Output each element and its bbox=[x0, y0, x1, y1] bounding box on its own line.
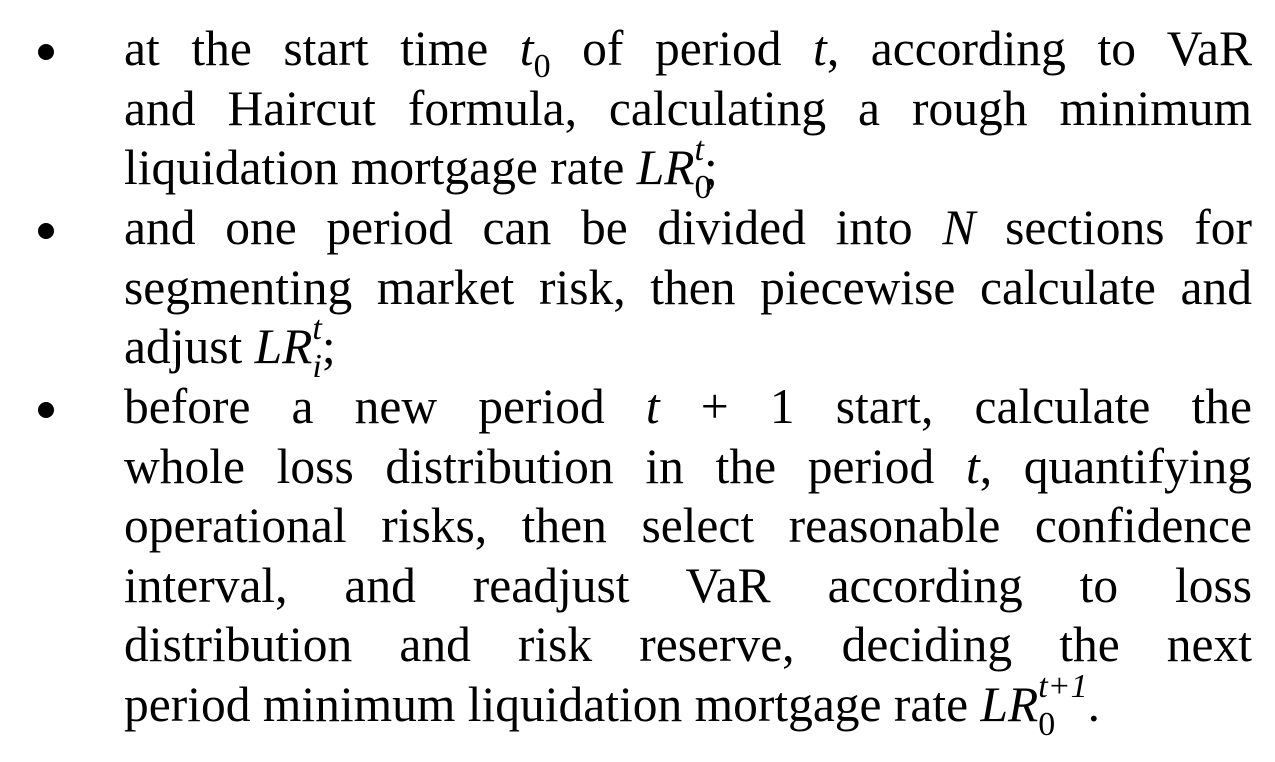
math-expression: LR t+1 0 bbox=[980, 669, 1087, 741]
text-line: period minimum liquidation mortgage rate… bbox=[124, 669, 1252, 741]
text-run: before a new period bbox=[124, 379, 646, 434]
text-line: liquidation mortgage rate LR t 0; bbox=[124, 133, 1252, 205]
math-symbol: t bbox=[645, 379, 660, 434]
text-run: , quantifying bbox=[979, 438, 1252, 494]
text-run: period minimum liquidation mortgage rate bbox=[124, 676, 981, 732]
text-line: and Haircut formula, calculating a rough… bbox=[124, 79, 1252, 139]
text-run: and Haircut formula, calculating a rough… bbox=[124, 80, 1252, 136]
text-run: , according to VaR bbox=[826, 21, 1252, 76]
math-symbol: t bbox=[519, 21, 534, 76]
math-superscript: t bbox=[694, 131, 704, 168]
text-line: interval, and readjust VaR according to … bbox=[124, 556, 1252, 616]
math-symbol: N bbox=[942, 200, 976, 255]
math-expression: t bbox=[966, 439, 980, 494]
text-line: operational risks, then select reasonabl… bbox=[124, 496, 1252, 556]
math-symbol: LR bbox=[254, 319, 313, 374]
bullet-marker-2 bbox=[38, 223, 54, 239]
text-run: sections for bbox=[975, 200, 1252, 255]
list-item-1: at the start time t0 of period t, accord… bbox=[124, 19, 1252, 205]
math-superscript: t+1 bbox=[1038, 667, 1088, 705]
math-subscript: 0 bbox=[533, 48, 551, 85]
text-run: whole loss distribution in the period bbox=[124, 438, 966, 494]
text-run: ; bbox=[703, 140, 718, 195]
text-run: liquidation mortgage rate bbox=[124, 140, 637, 195]
list-item-2: and one period can be divided into N sec… bbox=[124, 198, 1252, 384]
text-run: interval, and readjust VaR according to … bbox=[124, 557, 1252, 613]
text-run: at the start time bbox=[124, 21, 520, 76]
list-item-3: before a new period t + 1 start, calcula… bbox=[124, 377, 1252, 741]
math-subscript: 0 bbox=[1038, 705, 1056, 743]
math-symbol: LR bbox=[636, 140, 695, 195]
bullet-marker-1 bbox=[38, 44, 54, 60]
math-expression: N bbox=[942, 200, 975, 255]
math-subscript: 0 bbox=[694, 169, 712, 206]
text-run: segmenting market risk, then piecewise c… bbox=[124, 259, 1252, 315]
text-run: distribution and risk reserve, deciding … bbox=[124, 617, 1252, 672]
math-expression: t + 1 bbox=[646, 379, 795, 434]
math-symbol: LR bbox=[980, 676, 1039, 732]
text-line: adjust LR t i; bbox=[124, 312, 1252, 384]
math-symbol: t bbox=[965, 438, 980, 494]
text-run: and one period can be divided into bbox=[124, 200, 943, 255]
math-subscript: i bbox=[312, 348, 322, 385]
math-scripts: t+1 0 bbox=[1038, 669, 1087, 741]
math-expression: LR t 0 bbox=[636, 133, 712, 205]
text-line: distribution and risk reserve, deciding … bbox=[124, 615, 1252, 675]
text-run: operational risks, then select reasonabl… bbox=[124, 498, 1252, 553]
text-run: of period bbox=[550, 21, 814, 76]
bullet-marker-3 bbox=[38, 402, 54, 418]
text-run: adjust bbox=[124, 319, 255, 374]
math-expression: t bbox=[813, 21, 827, 76]
text-line: at the start time t0 of period t, accord… bbox=[124, 19, 1252, 84]
math-superscript: t bbox=[312, 310, 322, 347]
math-expression: t0 bbox=[519, 21, 551, 84]
text-line: whole loss distribution in the period t,… bbox=[124, 437, 1252, 497]
text-line: segmenting market risk, then piecewise c… bbox=[124, 258, 1252, 318]
text-line: before a new period t + 1 start, calcula… bbox=[124, 377, 1252, 437]
math-operator: + 1 bbox=[659, 379, 795, 434]
text-run: . bbox=[1087, 676, 1100, 732]
math-expression: LR t i bbox=[254, 312, 322, 384]
text-line: and one period can be divided into N sec… bbox=[124, 198, 1252, 258]
text-run: ; bbox=[321, 319, 336, 374]
text-run: start, calculate the bbox=[794, 379, 1252, 434]
math-symbol: t bbox=[813, 21, 827, 76]
